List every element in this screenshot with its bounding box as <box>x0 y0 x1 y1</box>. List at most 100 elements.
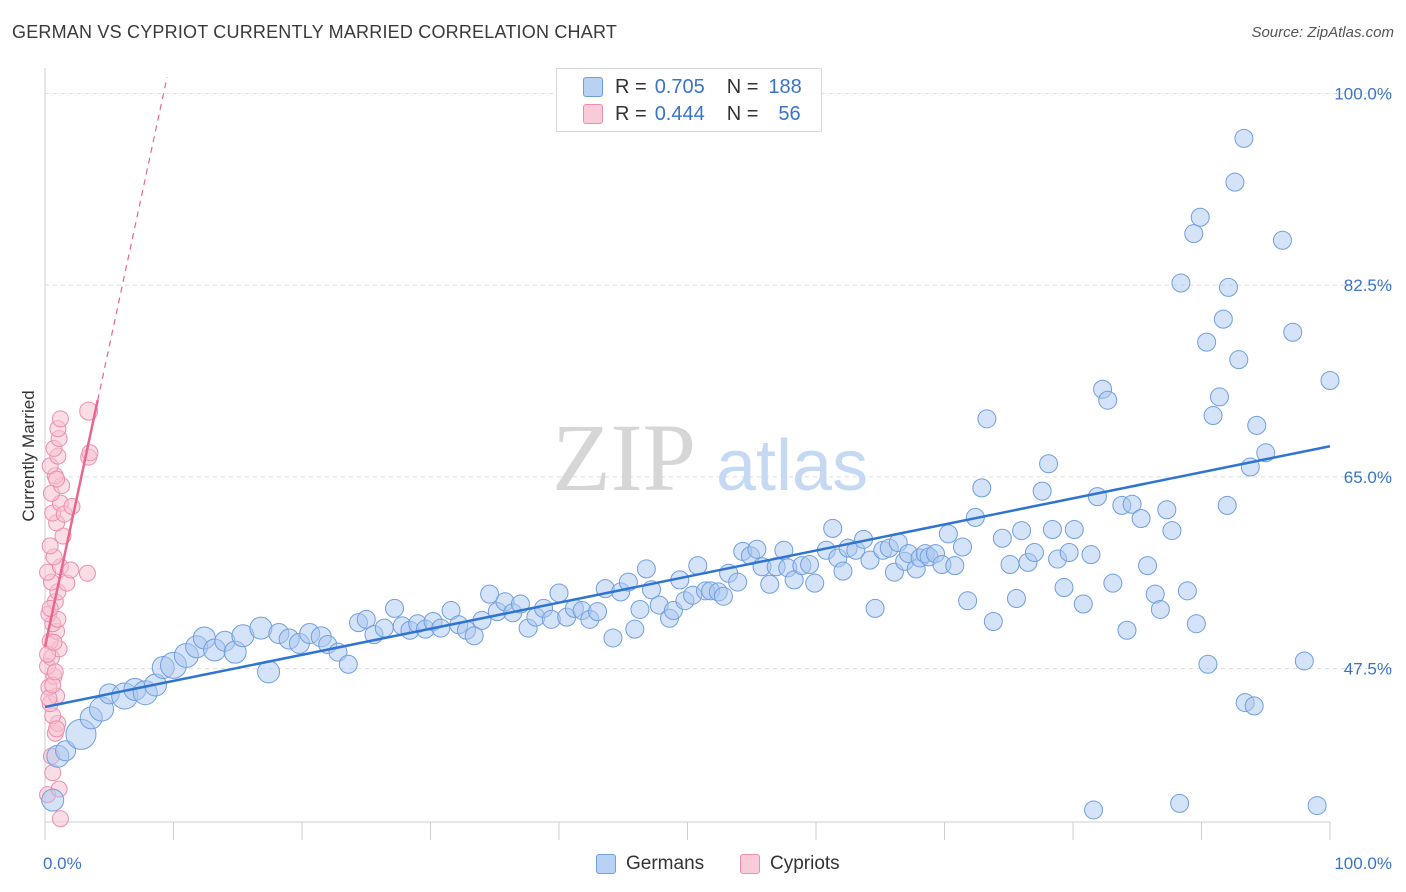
german-point <box>1103 573 1123 593</box>
correlation-legend: R = 0.705 N = 188 R = 0.444 N = 56 <box>556 68 822 132</box>
german-point <box>338 654 358 674</box>
german-point <box>860 550 880 570</box>
german-point <box>1218 277 1238 297</box>
axes <box>44 68 1331 840</box>
german-point <box>800 555 820 575</box>
german-point <box>1272 230 1292 250</box>
german-point <box>1213 309 1233 329</box>
german-point <box>1320 370 1340 390</box>
germans-swatch <box>583 77 603 97</box>
german-point <box>549 583 569 603</box>
n-value: 56 <box>778 102 801 125</box>
german-point <box>625 619 645 639</box>
german-point <box>805 573 825 593</box>
german-point <box>1084 800 1104 820</box>
cypriots-series <box>39 401 99 828</box>
german-point <box>1157 500 1177 520</box>
german-point <box>1150 599 1170 619</box>
legend-cypriots: Cypriots <box>740 852 840 876</box>
german-point <box>1039 454 1059 474</box>
cypriots-trend-extension <box>97 76 168 401</box>
german-point <box>713 586 733 606</box>
cypriot-point <box>46 663 64 681</box>
german-point <box>1064 519 1084 539</box>
cypriot-point <box>41 537 59 555</box>
german-point <box>1138 556 1158 576</box>
german-point <box>1117 620 1137 640</box>
legend-row-cypriots: R = 0.444 N = 56 <box>583 102 801 126</box>
german-point <box>823 518 843 538</box>
cypriots-legend-swatch <box>740 854 760 874</box>
cypriots-swatch <box>583 104 603 124</box>
german-point <box>1059 542 1079 562</box>
german-point <box>1087 487 1107 507</box>
german-point <box>1081 545 1101 565</box>
x-tick-label: 100.0% <box>1334 854 1392 873</box>
r-label: R = <box>615 102 647 125</box>
n-value: 188 <box>768 75 802 98</box>
german-point <box>992 528 1012 548</box>
y-tick-label: 65.0% <box>1344 468 1392 487</box>
german-point <box>1032 481 1052 501</box>
german-point <box>385 598 405 618</box>
r-value: 0.705 <box>654 75 705 98</box>
german-point <box>1234 128 1254 148</box>
german-point <box>464 626 484 646</box>
german-point <box>374 618 394 638</box>
r-label: R = <box>615 75 647 98</box>
y-axis-title: Currently Married <box>19 390 38 521</box>
german-point <box>977 409 997 429</box>
german-point <box>1247 415 1267 435</box>
german-point <box>588 602 608 622</box>
german-point <box>1073 594 1093 614</box>
cypriot-point <box>78 564 96 582</box>
german-point <box>728 572 748 592</box>
german-point <box>636 559 656 579</box>
cypriot-point <box>51 410 69 428</box>
watermark-zip: ZIP <box>552 404 696 511</box>
chart-title: GERMAN VS CYPRIOT CURRENTLY MARRIED CORR… <box>12 22 618 42</box>
y-tick-label: 47.5% <box>1344 660 1392 679</box>
cypriot-point <box>51 810 69 828</box>
german-point <box>630 599 650 619</box>
n-label: N = <box>726 75 759 98</box>
cypriots-legend-label: Cypriots <box>770 853 840 874</box>
germans-legend-label: Germans <box>626 853 705 874</box>
german-point <box>249 616 273 640</box>
german-point <box>1054 578 1074 598</box>
german-point <box>1294 651 1314 671</box>
german-point <box>41 788 65 812</box>
german-point <box>1098 390 1118 410</box>
german-point <box>1122 494 1142 514</box>
cypriot-point <box>63 497 81 515</box>
cypriot-point <box>41 599 59 617</box>
german-point <box>1170 793 1190 813</box>
german-point <box>1162 521 1182 541</box>
german-point <box>1283 322 1303 342</box>
r-value: 0.444 <box>654 102 705 125</box>
german-point <box>958 591 978 611</box>
german-point <box>945 556 965 576</box>
watermark-atlas: atlas <box>716 426 868 506</box>
german-point <box>938 524 958 544</box>
german-point <box>865 598 885 618</box>
legend-germans: Germans <box>596 852 704 876</box>
germans-trend-line <box>44 444 1331 709</box>
german-point <box>952 537 972 557</box>
axis-labels: 47.5% 65.0% 82.5% 100.0% 0.0% 100.0% <box>43 84 1392 873</box>
german-point <box>972 478 992 498</box>
german-point <box>1203 406 1223 426</box>
german-point <box>1209 387 1229 407</box>
german-point <box>688 556 708 576</box>
german-point <box>1006 589 1026 608</box>
german-point <box>1225 172 1245 192</box>
cypriot-point <box>48 720 66 738</box>
trend-lines <box>43 76 1331 709</box>
german-point <box>480 584 500 604</box>
germans-legend-swatch <box>596 854 616 874</box>
german-point <box>1244 696 1264 716</box>
german-point <box>983 612 1003 632</box>
german-point <box>1184 224 1204 244</box>
german-point <box>1024 542 1044 562</box>
